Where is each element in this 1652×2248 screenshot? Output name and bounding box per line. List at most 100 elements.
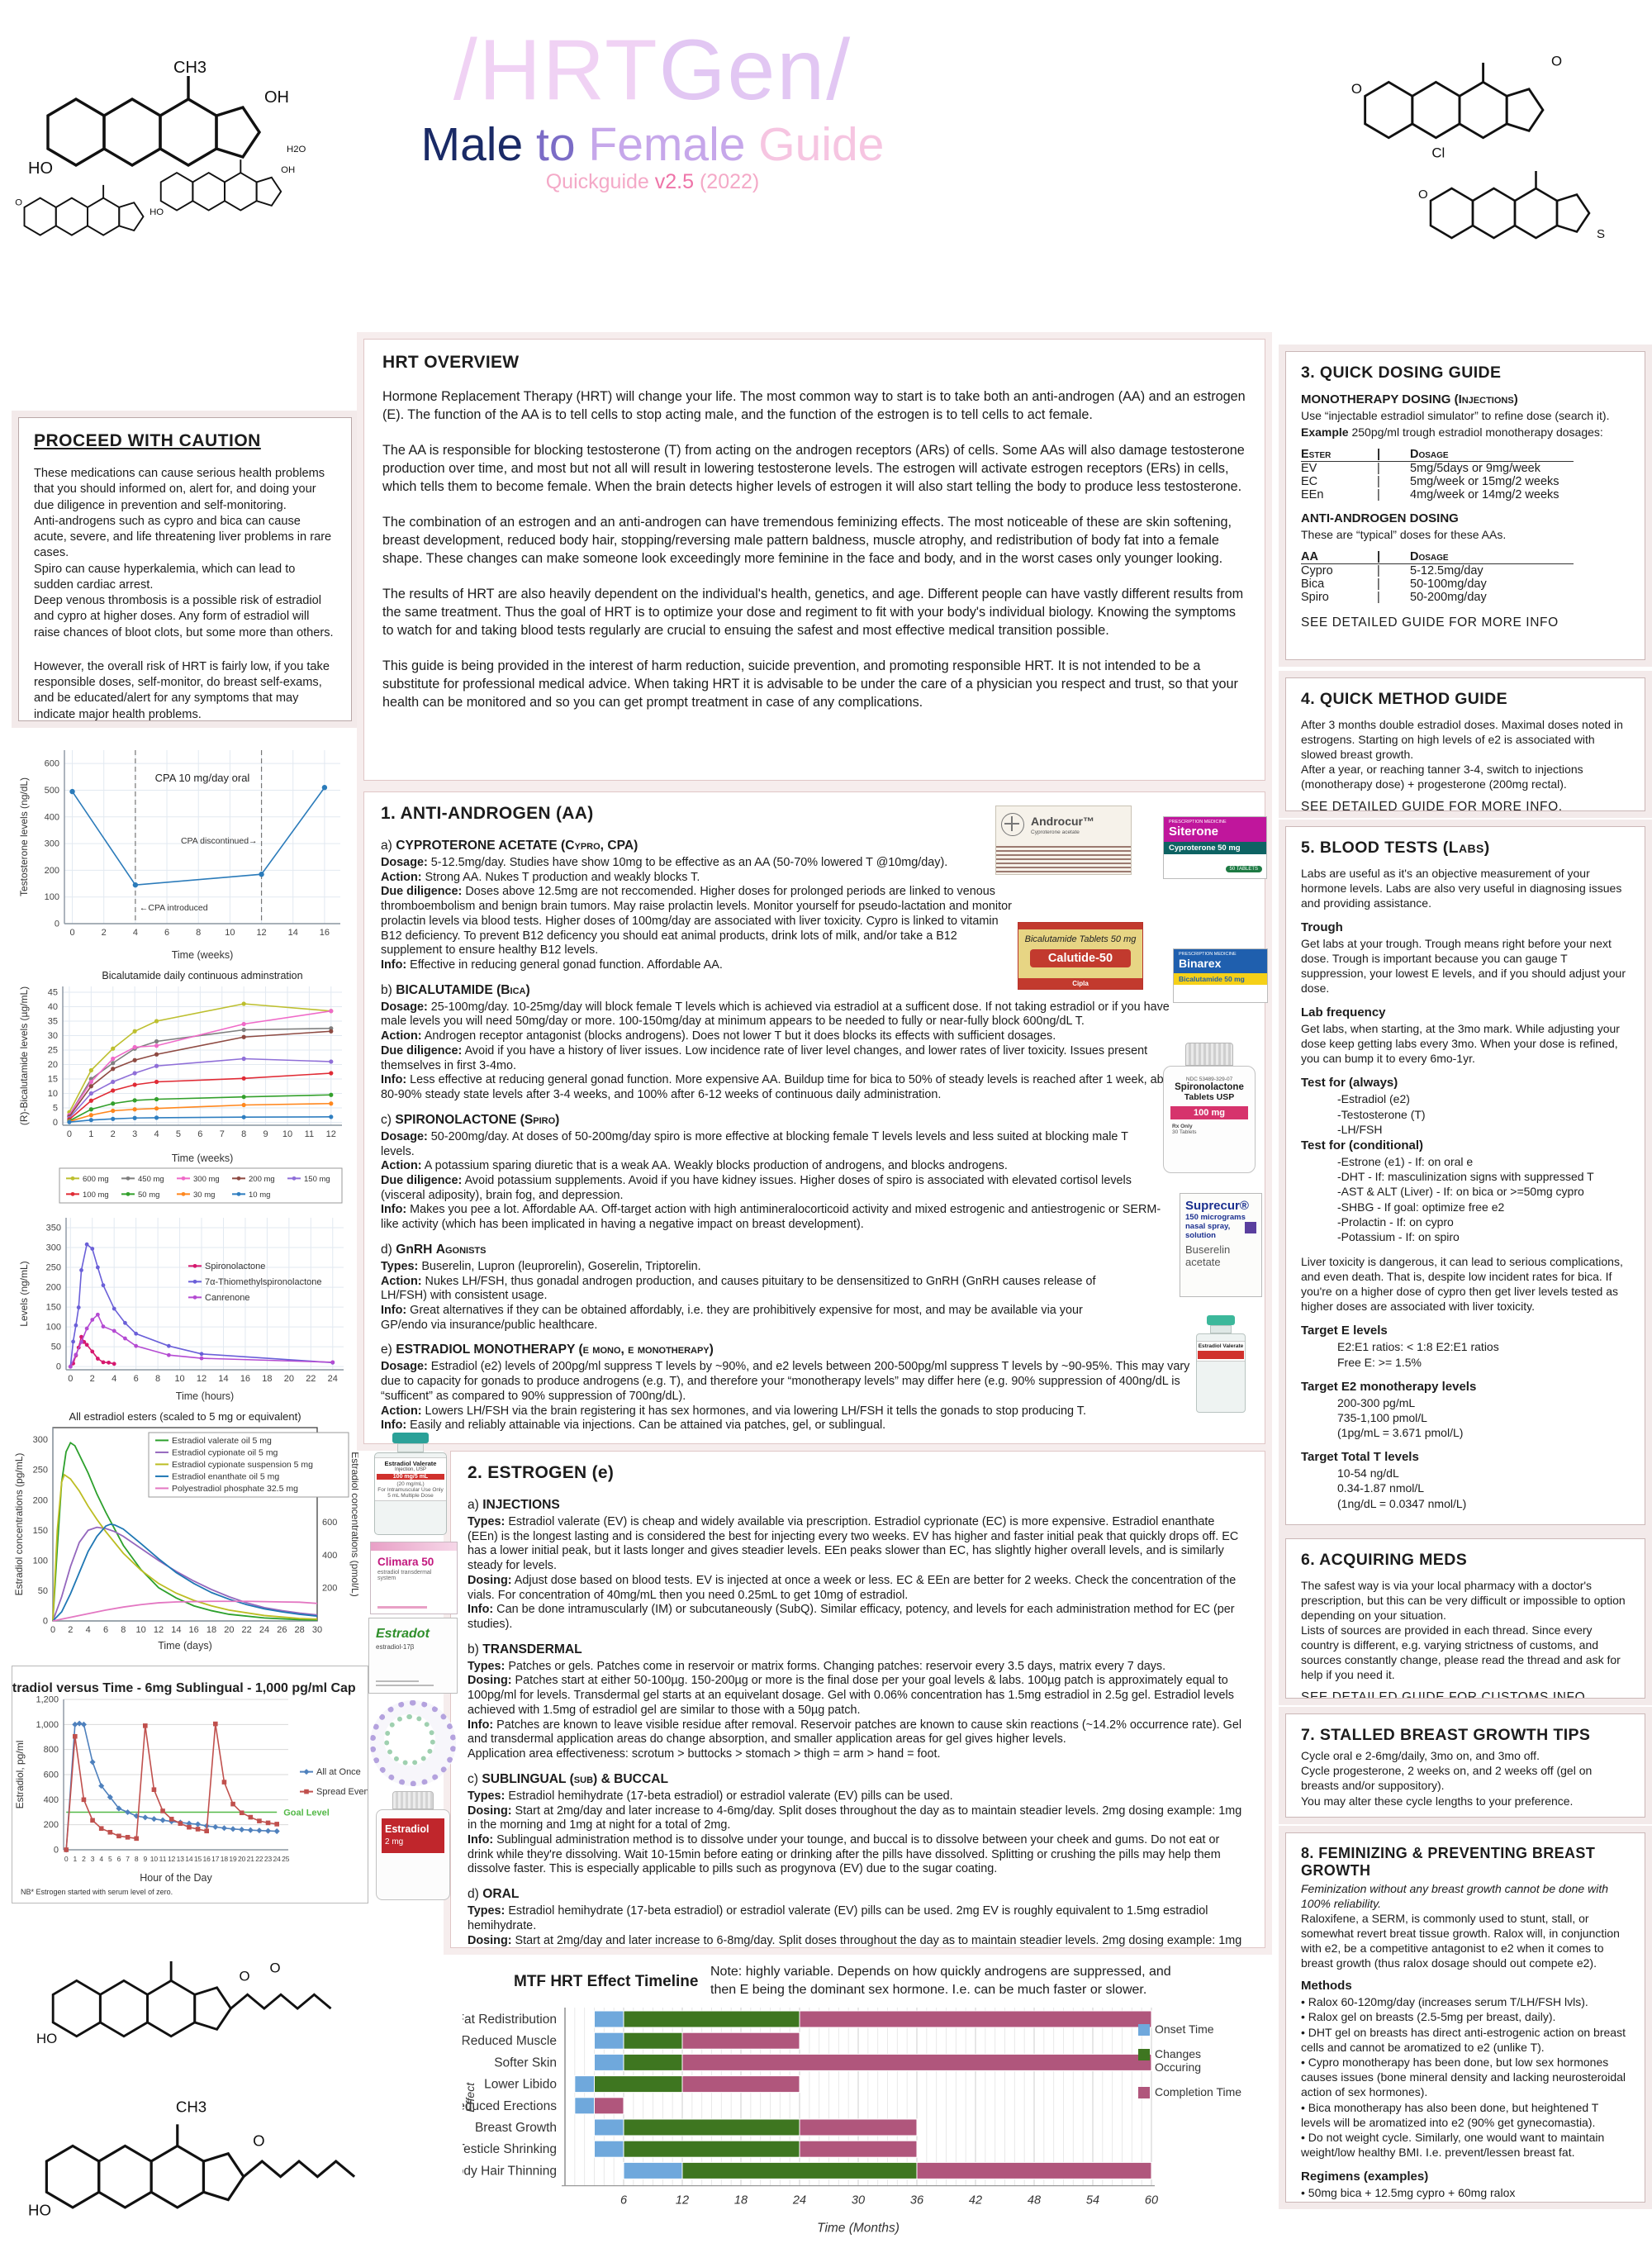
estradiol-esters-chart: 0 2 4 6 8 10 12 14 16 18 20 22 24 26 28 30 0 50 100 150 200 2… [12, 1408, 361, 1656]
blood-tests-panel: 5. BLOOD TESTS (Labs) Labs are useful as… [1285, 826, 1645, 1525]
target-value: (1ng/dL = 0.0347 nmol/L) [1337, 1496, 1467, 1510]
trough-heading: Trough [1301, 920, 1343, 935]
bottle-cap [392, 1791, 434, 1809]
svg-text:22: 22 [242, 1625, 252, 1635]
svg-text:Estradiol concentrations (pg/m: Estradiol concentrations (pg/mL) [13, 1453, 25, 1596]
svg-text:20: 20 [48, 1060, 58, 1070]
method-item: • Bica monotherapy has also been done, b… [1301, 2100, 1599, 2129]
svg-text:OH: OH [264, 88, 289, 107]
androcur-sub: Cyproterone acetate [1031, 829, 1080, 835]
spiro-name: Spironolactone [1175, 1082, 1244, 1092]
svg-text:100: 100 [33, 1556, 48, 1566]
svg-text:0: 0 [56, 1362, 61, 1372]
timeline-plot: 6 12 18 24 30 36 42 48 54 60 Time (Months) Effect Fa… [448, 2001, 1280, 2246]
estradiol-valerate-structure-icon: HO O O [36, 1960, 332, 2046]
svg-text:Cl: Cl [1431, 145, 1445, 160]
svg-text:Hour of the Day: Hour of the Day [140, 1872, 212, 1884]
target-value: 735-1,100 pmol/L [1337, 1410, 1427, 1424]
overview-paragraph: The AA is responsible for blocking testo… [382, 443, 1245, 495]
svg-text:5: 5 [53, 1104, 58, 1114]
estrogen-transdermal: b) TRANSDERMAL Types: Patches or gels. P… [468, 1642, 1248, 1762]
pill-dial-wheel [370, 1700, 456, 1786]
methods-list: • Ralox 60-120mg/day (increases serum T/… [1301, 1994, 1630, 2160]
svg-text:HO: HO [28, 2201, 51, 2218]
drug-heading: e) ESTRADIOL MONOTHERAPY (e mono, e mono… [381, 1343, 714, 1357]
svg-text:150: 150 [33, 1526, 48, 1536]
anti-androgen-panel: 1. ANTI-ANDROGEN (AA) a) CYPROTERONE ACE… [363, 791, 1265, 1444]
svg-text:7: 7 [220, 1129, 225, 1139]
drug-estradiol-monotherapy: e) ESTRADIOL MONOTHERAPY (e mono, e mono… [381, 1343, 1205, 1433]
svg-text:2: 2 [111, 1129, 116, 1139]
svg-text:40: 40 [48, 1002, 58, 1012]
svg-text:HO: HO [36, 2031, 57, 2046]
drug-heading: b) TRANSDERMAL [468, 1642, 582, 1656]
svg-text:600 mg: 600 mg [83, 1175, 109, 1184]
svg-text:200: 200 [44, 1820, 59, 1830]
see-customs-note: SEE DETAILED GUIDE FOR CUSTOMS INFO [1301, 1690, 1586, 1699]
quick-method-panel: 4. QUICK METHOD GUIDE After 3 months dou… [1285, 677, 1645, 811]
sublingual-chart-plot: 0 1 2 3 4 5 6 7 8 9 10 11 12 13 14 15 16 17 18 19 20 21 22 23 24… [0, 1666, 376, 1888]
svg-text:Estradiol, pg/ml: Estradiol, pg/ml [14, 1741, 26, 1809]
svg-text:O: O [253, 2132, 265, 2149]
ester-row: EC | 5mg/week or 15mg/2 weeks [1301, 475, 1559, 489]
svg-text:Estradiol cypionate suspension: Estradiol cypionate suspension 5 mg [172, 1460, 313, 1470]
svg-text:Testicle Shrinking: Testicle Shrinking [463, 2142, 557, 2156]
svg-text:17: 17 [211, 1855, 220, 1863]
svg-text:6: 6 [620, 2194, 628, 2208]
spiro-rx: Rx Only [1172, 1124, 1193, 1129]
target-value: Free E: >= 1.5% [1337, 1355, 1422, 1369]
svg-text:200 mg: 200 mg [249, 1175, 275, 1184]
drug-heading: b) BICALUTAMIDE (Bica) [381, 982, 530, 997]
calutide-package: 10 Tablets Bicalutamide Tablets 50 mg Ca… [1018, 922, 1143, 990]
subtitle-part: to [536, 118, 589, 171]
svg-text:8: 8 [155, 1374, 160, 1384]
test-conditional-list: -Estrone (e1) - If: on oral e -DHT - If: … [1301, 1154, 1630, 1244]
svg-text:3: 3 [132, 1129, 137, 1139]
suprecur-sub: Buserelin acetate [1185, 1243, 1231, 1268]
cpa-testosterone-chart: 0 2 4 6 8 10 12 14 16 0 100 200 300 400 500 600 Time (we… [17, 729, 355, 965]
stalled-growth-panel: 7. STALLED BREAST GROWTH TIPS Cycle oral… [1285, 1713, 1645, 1818]
bayer-logo-icon [1001, 813, 1024, 836]
version-part: (2022) [694, 170, 760, 193]
see-detailed-guide-note: SEE DETAILED GUIDE FOR MORE INFO. [1301, 800, 1563, 811]
aa-row: Spiro | 50-200mg/day [1301, 591, 1487, 605]
svg-text:4: 4 [154, 1129, 159, 1139]
svg-text:Reduced Muscle: Reduced Muscle [463, 2034, 557, 2048]
see-detailed-guide-note: SEE DETAILED GUIDE FOR MORE INFO [1301, 615, 1559, 630]
svg-text:0: 0 [50, 1625, 55, 1635]
svg-text:50: 50 [38, 1586, 48, 1596]
aa-row: Cypro | 5-12.5mg/day [1301, 564, 1483, 578]
svg-text:O: O [1351, 81, 1362, 97]
svg-text:22: 22 [255, 1855, 263, 1863]
svg-text:21: 21 [247, 1855, 255, 1863]
drug-cyproterone: a) CYPROTERONE ACETATE (Cypro, CPA) Dosa… [381, 839, 1012, 972]
svg-text:20: 20 [284, 1374, 294, 1384]
svg-text:10: 10 [174, 1374, 184, 1384]
estrogen-panel: 2. ESTROGEN (e) a) INJECTIONS Types: Est… [450, 1451, 1265, 1948]
suprecur-square [1245, 1222, 1256, 1233]
test-item: -DHT - If: masculinization signs with su… [1337, 1170, 1594, 1184]
binarex-brand: Binarex [1179, 957, 1222, 970]
target-e-heading: Target E levels [1301, 1324, 1388, 1338]
svg-text:Reduced Erections: Reduced Erections [463, 2099, 557, 2113]
svg-text:30: 30 [852, 2194, 865, 2208]
overview-paragraph: Hormone Replacement Therapy (HRT) will c… [382, 389, 1246, 423]
caution-paragraph: Spiro can cause hyperkalemia, which can … [34, 562, 296, 592]
svg-text:Testosterone levels (ng/dL): Testosterone levels (ng/dL) [18, 777, 30, 896]
regimens-heading: Regimens (examples) [1301, 2170, 1429, 2184]
svg-text:All at Once: All at Once [316, 1767, 361, 1777]
svg-text:18: 18 [262, 1374, 272, 1384]
test-item: -Potassium - If: on spiro [1337, 1229, 1460, 1243]
svg-text:HO: HO [28, 159, 53, 178]
svg-text:15: 15 [194, 1855, 202, 1863]
drug-heading: c) SPIRONOLACTONE (Spiro) [381, 1112, 560, 1127]
siterone-tablets-badge: 50 TABLETS [1225, 866, 1262, 872]
mono-instruction: Use “injectable estradiol simulator” to … [1301, 409, 1610, 422]
vial-vol: 5 mL Multiple Dose [387, 1493, 434, 1499]
drug-heading: a) INJECTIONS [468, 1498, 560, 1512]
spiro-tabs: 30 Tablets [1172, 1129, 1197, 1135]
svg-text:Softer Skin: Softer Skin [494, 2056, 557, 2070]
svg-text:CH3: CH3 [176, 2098, 206, 2115]
siterone-package: PRESCRIPTION MEDICINE Siterone Cyprotero… [1163, 816, 1267, 879]
svg-text:0: 0 [69, 928, 74, 938]
